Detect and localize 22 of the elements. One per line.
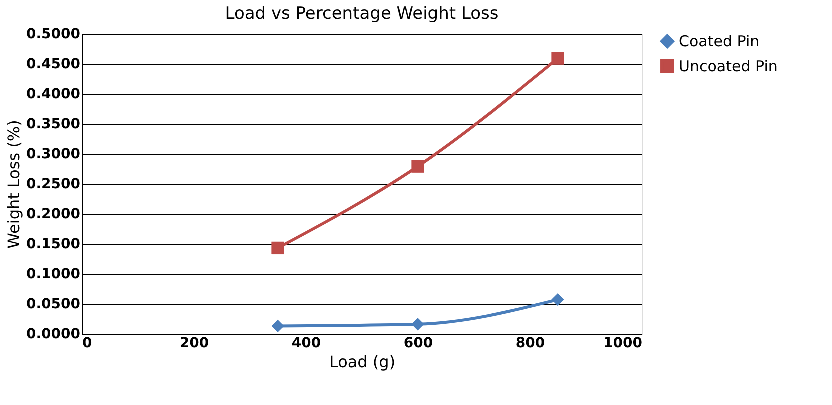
y-axis-title: Weight Loss (%) xyxy=(4,120,24,249)
x-tick-label: 1000 xyxy=(604,336,643,352)
y-tick-label: 0.2000 xyxy=(26,206,81,222)
y-tick-label: 0.5000 xyxy=(26,26,81,42)
legend-label: Uncoated Pin xyxy=(679,58,778,76)
y-tick-label: 0.1000 xyxy=(26,266,81,282)
x-tick-label: 600 xyxy=(404,336,434,352)
y-tick-label: 0.4500 xyxy=(26,56,81,72)
y-tick-label: 0.1500 xyxy=(26,236,81,252)
x-axis-title: Load (g) xyxy=(329,352,396,372)
y-tick-label: 0.3000 xyxy=(26,146,81,162)
y-tick-label: 0.0500 xyxy=(26,296,81,312)
x-tick-label: 400 xyxy=(292,336,322,352)
y-tick-label: 0.3500 xyxy=(26,116,81,132)
y-tick-label: 0.4000 xyxy=(26,86,81,102)
y-tick-label: 0.2500 xyxy=(26,176,81,192)
y-tick-label: 0.0000 xyxy=(26,326,81,342)
legend-label: Coated Pin xyxy=(679,32,760,50)
x-tick-label: 0 xyxy=(82,336,92,352)
x-tick-label: 200 xyxy=(180,336,210,352)
chart-title: Load vs Percentage Weight Loss xyxy=(225,4,499,24)
x-tick-label: 800 xyxy=(516,336,546,352)
